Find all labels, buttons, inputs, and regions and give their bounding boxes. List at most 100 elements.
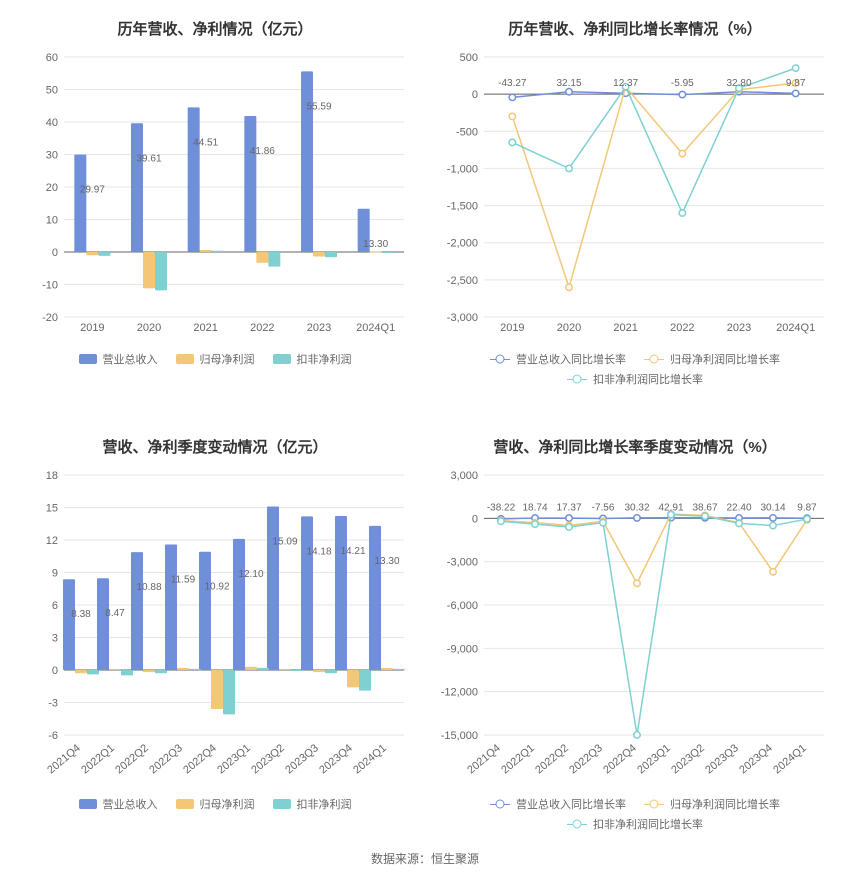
svg-text:-20: -20 — [42, 312, 58, 324]
chart-title: 营收、净利季度变动情况（亿元） — [14, 436, 416, 457]
legend-bl: 营业总收入归母净利润扣非净利润 — [14, 796, 416, 812]
svg-text:-1,500: -1,500 — [447, 201, 478, 213]
plot-bl: -6-303691215182021Q42022Q12022Q22022Q320… — [14, 465, 416, 790]
svg-text:2020: 2020 — [137, 322, 161, 334]
legend-swatch — [79, 354, 97, 364]
chart-title: 营收、净利同比增长率季度变动情况（%） — [434, 436, 836, 457]
svg-text:2019: 2019 — [500, 322, 524, 334]
svg-text:2019: 2019 — [80, 322, 104, 334]
legend-swatch — [273, 354, 291, 364]
legend-tr: 营业总收入同比增长率 归母净利润同比增长率扣非净利润同比增长率 — [434, 351, 836, 387]
svg-text:-38.22: -38.22 — [487, 502, 516, 513]
svg-text:2023Q4: 2023Q4 — [317, 742, 355, 776]
svg-text:2024Q1: 2024Q1 — [351, 742, 389, 776]
svg-text:50: 50 — [46, 85, 58, 97]
legend-swatch — [567, 374, 587, 384]
svg-text:2023Q4: 2023Q4 — [737, 742, 775, 776]
svg-text:-500: -500 — [456, 126, 478, 138]
svg-text:0: 0 — [52, 247, 58, 259]
svg-text:55.59: 55.59 — [306, 101, 331, 112]
svg-text:2023: 2023 — [307, 322, 331, 334]
svg-text:2021Q4: 2021Q4 — [465, 742, 503, 776]
legend-swatch — [176, 799, 194, 809]
svg-text:2022Q1: 2022Q1 — [499, 742, 537, 776]
legend-label: 扣非净利润同比增长率 — [593, 816, 703, 832]
legend-item: 营业总收入同比增长率 — [490, 351, 626, 367]
legend-item: 归母净利润 — [176, 351, 255, 367]
svg-text:-3,000: -3,000 — [447, 557, 478, 569]
svg-text:6: 6 — [52, 600, 58, 612]
svg-text:15.09: 15.09 — [272, 537, 297, 548]
legend-swatch — [490, 799, 510, 809]
svg-text:-12,000: -12,000 — [441, 687, 478, 699]
svg-text:32.80: 32.80 — [726, 78, 751, 89]
svg-text:18.74: 18.74 — [522, 502, 547, 513]
legend-label: 营业总收入 — [103, 796, 158, 812]
svg-text:2022Q1: 2022Q1 — [79, 742, 117, 776]
svg-text:20: 20 — [46, 182, 58, 194]
legend-swatch — [176, 354, 194, 364]
svg-text:13.30: 13.30 — [374, 556, 399, 567]
legend-item: 扣非净利润同比增长率 — [567, 816, 703, 832]
svg-text:12.37: 12.37 — [613, 78, 638, 89]
chart-title: 历年营收、净利同比增长率情况（%） — [434, 18, 836, 39]
svg-text:12: 12 — [46, 535, 58, 547]
svg-text:17.37: 17.37 — [556, 502, 581, 513]
legend-label: 归母净利润 — [200, 351, 255, 367]
svg-text:8.38: 8.38 — [71, 609, 91, 620]
svg-text:-3: -3 — [48, 698, 58, 710]
legend-swatch — [79, 799, 97, 809]
svg-text:12.10: 12.10 — [238, 569, 263, 580]
svg-text:9.87: 9.87 — [786, 78, 806, 89]
svg-text:15: 15 — [46, 503, 58, 515]
svg-text:14.18: 14.18 — [306, 546, 331, 557]
svg-text:2024Q1: 2024Q1 — [776, 322, 815, 334]
svg-text:2022Q2: 2022Q2 — [113, 742, 151, 776]
legend-label: 营业总收入同比增长率 — [516, 796, 626, 812]
svg-text:2022: 2022 — [250, 322, 274, 334]
legend-item: 扣非净利润 — [273, 351, 352, 367]
svg-text:-10: -10 — [42, 280, 58, 292]
svg-text:2021: 2021 — [193, 322, 217, 334]
svg-text:44.51: 44.51 — [193, 137, 218, 148]
legend-label: 归母净利润同比增长率 — [670, 796, 780, 812]
legend-label: 扣非净利润同比增长率 — [593, 371, 703, 387]
svg-text:11.59: 11.59 — [171, 574, 196, 585]
svg-text:-1,000: -1,000 — [447, 163, 478, 175]
svg-text:2022Q2: 2022Q2 — [533, 742, 571, 776]
chart-grid: 历年营收、净利情况（亿元） -20-1001020304050602019202… — [10, 10, 840, 836]
svg-text:2022: 2022 — [670, 322, 694, 334]
legend-item: 归母净利润同比增长率 — [644, 796, 780, 812]
svg-text:13.30: 13.30 — [363, 239, 388, 250]
svg-text:10.88: 10.88 — [136, 582, 161, 593]
legend-swatch — [273, 799, 291, 809]
plot-tl: -20-100102030405060201920202021202220232… — [14, 47, 416, 345]
svg-text:2024Q1: 2024Q1 — [771, 742, 809, 776]
svg-text:30.32: 30.32 — [624, 502, 649, 513]
chart-title: 历年营收、净利情况（亿元） — [14, 18, 416, 39]
svg-text:2021: 2021 — [613, 322, 637, 334]
svg-text:500: 500 — [460, 52, 478, 64]
legend-tl: 营业总收入归母净利润扣非净利润 — [14, 351, 416, 367]
svg-text:-6,000: -6,000 — [447, 600, 478, 612]
svg-text:3,000: 3,000 — [450, 470, 478, 482]
legend-item: 归母净利润 — [176, 796, 255, 812]
svg-text:41.86: 41.86 — [250, 146, 275, 157]
svg-text:2022Q4: 2022Q4 — [181, 742, 219, 776]
legend-label: 归母净利润同比增长率 — [670, 351, 780, 367]
panel-br: 营收、净利同比增长率季度变动情况（%） -15,000-12,000-9,000… — [430, 428, 840, 836]
svg-text:0: 0 — [472, 513, 478, 525]
legend-label: 归母净利润 — [200, 796, 255, 812]
svg-text:0: 0 — [472, 89, 478, 101]
svg-text:-43.27: -43.27 — [498, 78, 527, 89]
svg-text:-7.56: -7.56 — [592, 502, 615, 513]
legend-swatch — [644, 799, 664, 809]
legend-swatch — [490, 354, 510, 364]
svg-text:18: 18 — [46, 470, 58, 482]
svg-text:39.61: 39.61 — [136, 153, 161, 164]
svg-text:30.14: 30.14 — [760, 502, 785, 513]
svg-text:8.47: 8.47 — [105, 608, 125, 619]
svg-text:14.21: 14.21 — [340, 546, 365, 557]
svg-text:2023Q2: 2023Q2 — [249, 742, 287, 776]
svg-text:-2,000: -2,000 — [447, 238, 478, 250]
